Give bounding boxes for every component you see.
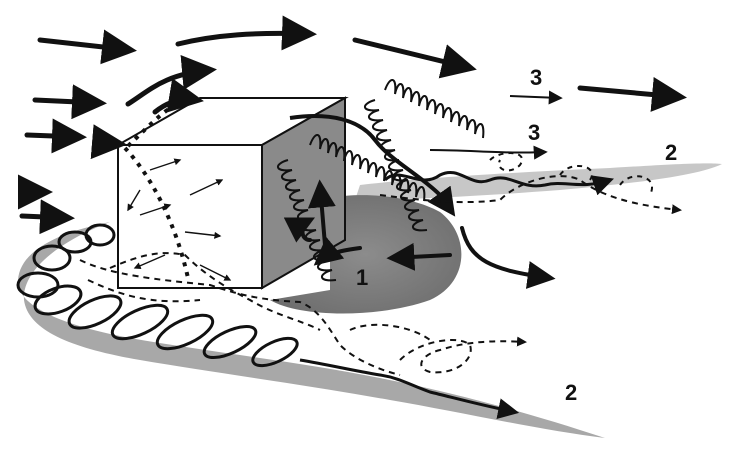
recirculation-arrows — [283, 179, 556, 289]
building-block — [114, 96, 349, 290]
roof-flow-line — [289, 114, 456, 217]
upper-wake-streamline — [383, 171, 614, 196]
middle-shear-coil — [309, 134, 548, 202]
separation-dotted-line — [123, 146, 190, 279]
interior-flow-arrows — [127, 158, 232, 281]
lower-dashed-streamlines — [79, 252, 527, 376]
upper-wake-dashed-loop — [489, 152, 653, 196]
upper-wake-dashed — [379, 175, 682, 215]
upper-shear-coil — [384, 79, 563, 139]
label-middle-shear: 3 — [528, 120, 540, 145]
label-recirculation: 1 — [356, 265, 368, 290]
label-upper-shear: 3 — [530, 65, 542, 90]
incoming-wind-arrows — [18, 15, 687, 235]
horseshoe-vortex-loops — [16, 223, 520, 420]
label-lower-wake: 2 — [565, 380, 577, 405]
label-upper-wake: 2 — [665, 140, 677, 165]
